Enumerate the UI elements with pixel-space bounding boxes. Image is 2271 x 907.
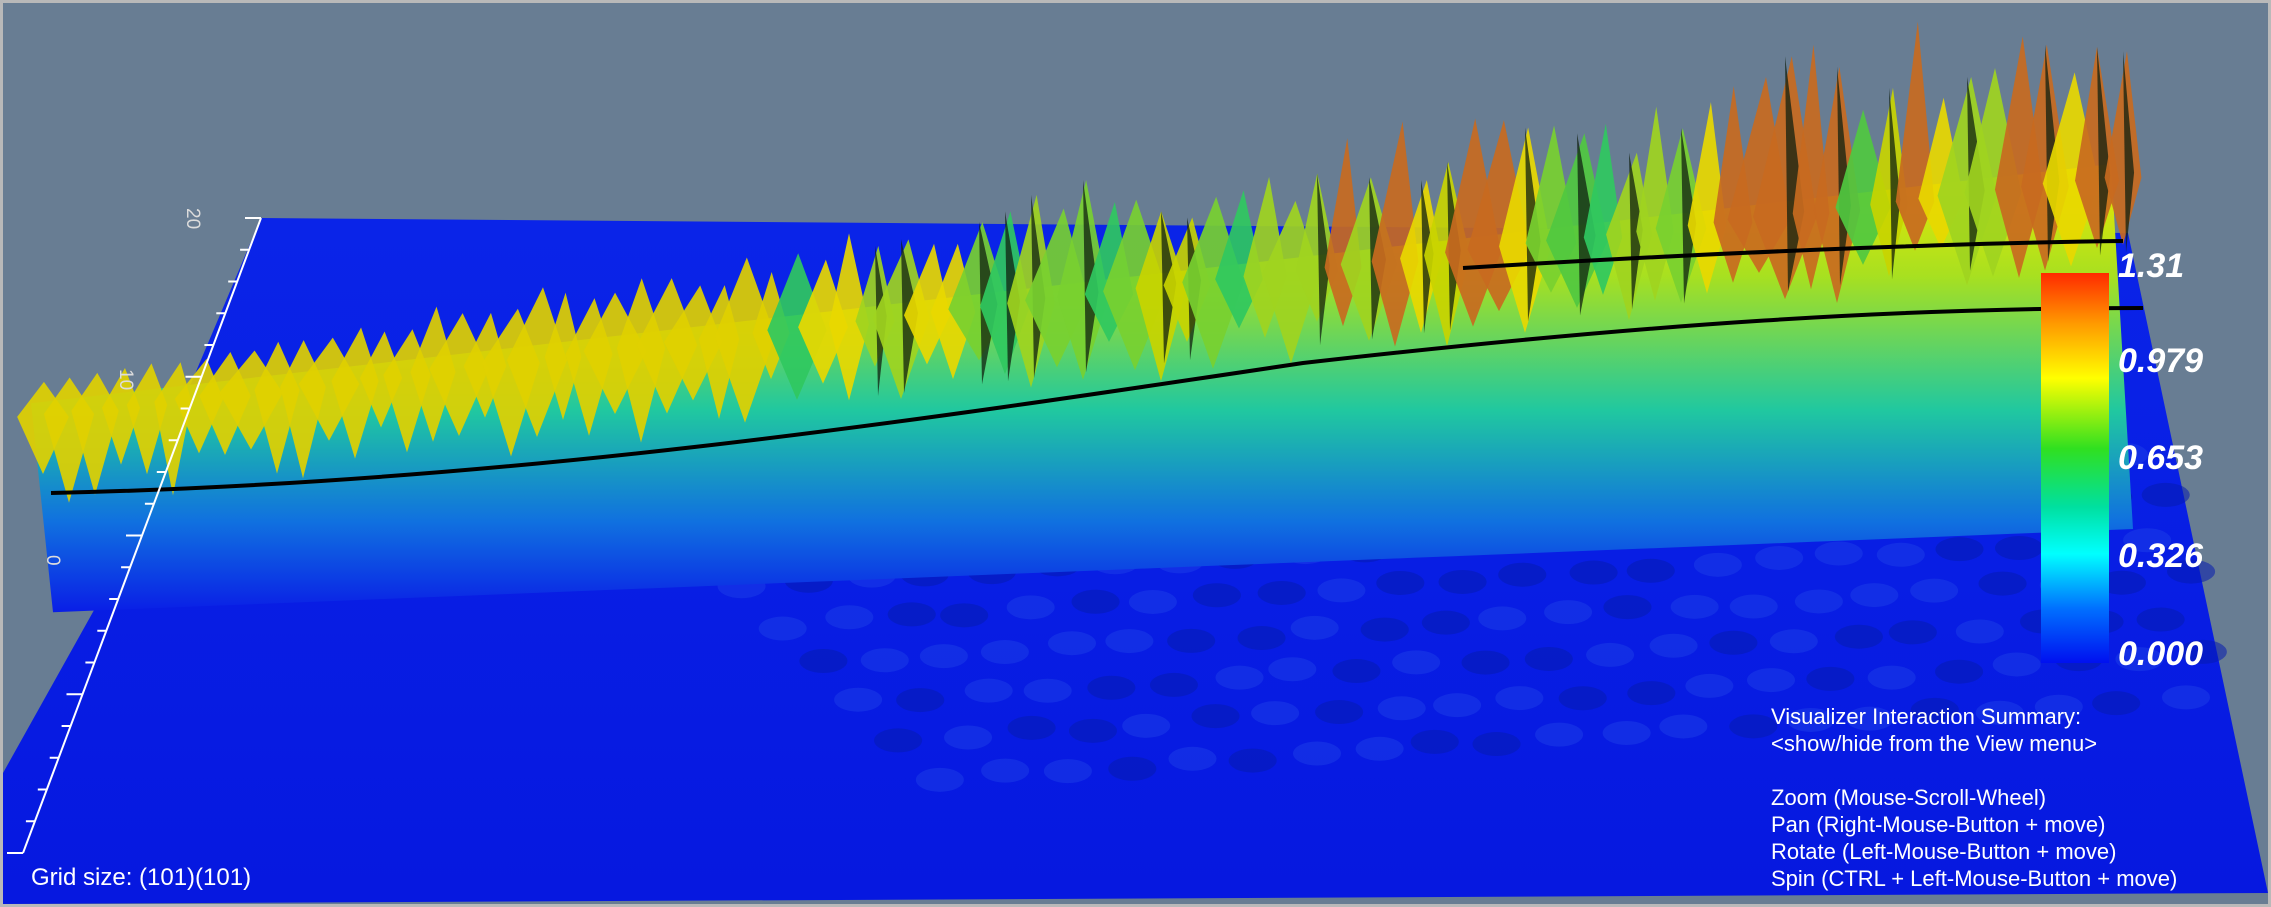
surface-plot-canvas[interactable] [3, 3, 2268, 904]
color-bar [2041, 273, 2109, 663]
axis-tick-label-0: 0 [42, 555, 63, 566]
colorbar-label-3: 0.653 [2118, 439, 2204, 477]
summary-subtitle: <show/hide from the View menu> [1771, 731, 2098, 756]
summary-spin: Spin (CTRL + Left-Mouse-Button + move) [1771, 866, 2178, 891]
vertical-axis [7, 217, 262, 854]
summary-rotate: Rotate (Left-Mouse-Button + move) [1771, 839, 2117, 864]
summary-zoom: Zoom (Mouse-Scroll-Wheel) [1771, 785, 2047, 810]
summary-pan: Pan (Right-Mouse-Button + move) [1771, 812, 2106, 837]
colorbar-label-max: 1.31 [2118, 247, 2185, 285]
surface-peaks [17, 21, 2142, 503]
summary-title: Visualizer Interaction Summary: [1771, 704, 2082, 729]
interaction-summary: Visualizer Interaction Summary: <show/hi… [1771, 703, 2177, 892]
contour-line-back [1462, 239, 2124, 270]
grid-size-label: Grid size: (101)(101) [31, 864, 252, 891]
contour-line-front [50, 306, 2144, 495]
axis-tick-label-10: 10 [115, 369, 136, 391]
axis-tick-label-20: 20 [182, 208, 203, 230]
colorbar-label-2: 0.979 [2118, 342, 2204, 380]
colorbar-label-min: 0.000 [2118, 635, 2204, 673]
colorbar-label-4: 0.326 [2118, 537, 2204, 575]
